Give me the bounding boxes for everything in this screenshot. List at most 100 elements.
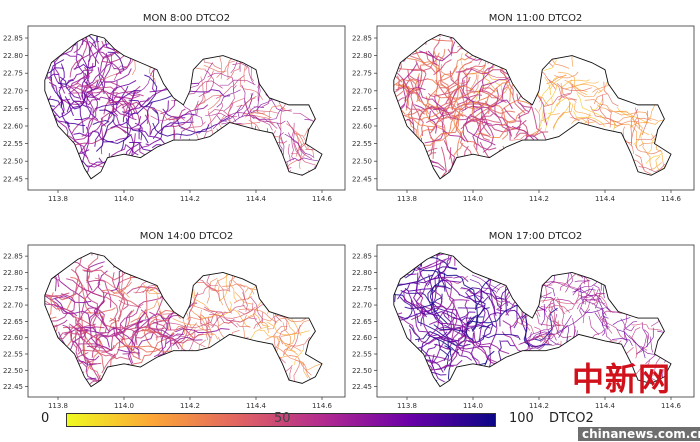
x-tick-label: 114.6	[661, 195, 682, 203]
road-segment	[638, 163, 666, 173]
road-segment	[61, 112, 70, 128]
road-segment	[123, 344, 163, 353]
y-tick-label: 22.70	[352, 302, 372, 310]
road-segment	[550, 296, 565, 334]
x-tick-label: 113.8	[397, 402, 417, 410]
road-segment	[165, 324, 187, 345]
road-segment	[147, 327, 158, 341]
road-segment	[144, 74, 158, 107]
road-segment	[216, 60, 235, 78]
map-panel-1400: MON 14:00 DTCO2 113.8 114.0 114.2 114.4 114.…	[0, 217, 350, 438]
road-segment	[115, 89, 142, 105]
road-segment	[431, 354, 445, 383]
road-segment	[429, 299, 470, 338]
road-segment	[223, 85, 237, 112]
road-segment	[293, 142, 320, 167]
road-segment	[287, 143, 291, 162]
road-segment	[406, 86, 426, 100]
road-segment	[186, 80, 223, 95]
road-segment	[237, 302, 254, 315]
road-segment	[305, 148, 323, 162]
road-segment	[424, 52, 440, 115]
road-segment	[205, 316, 210, 341]
road-segment	[207, 317, 220, 331]
road-segment	[613, 111, 658, 122]
road-segment	[159, 310, 168, 355]
road-segment	[570, 116, 611, 125]
road-segment	[141, 328, 163, 334]
road-segment	[435, 359, 463, 371]
colorbar-mid-label: 50	[274, 411, 291, 426]
road-segment	[85, 374, 101, 387]
road-segment	[499, 286, 510, 327]
road-segment	[232, 279, 255, 295]
y-tick-label: 22.75	[3, 285, 23, 293]
x-tick-label: 114.4	[246, 402, 267, 410]
road-segment	[233, 296, 252, 304]
road-segment	[241, 84, 255, 120]
road-segment	[515, 320, 531, 331]
road-segment	[114, 317, 125, 340]
road-segment	[189, 309, 213, 345]
road-segment	[393, 97, 407, 137]
x-tick-label: 114.4	[595, 195, 616, 203]
road-segment	[216, 279, 233, 314]
road-segment	[452, 85, 475, 93]
road-segment	[226, 317, 258, 323]
watermark-logo: 中新网	[572, 360, 672, 398]
road-segment	[285, 348, 298, 356]
road-segment	[175, 327, 230, 333]
road-segment	[74, 315, 82, 336]
y-tick-label: 22.65	[3, 318, 23, 326]
road-segment	[395, 282, 420, 285]
road-segment	[407, 108, 417, 137]
road-segment	[642, 373, 664, 387]
road-segment	[222, 283, 246, 288]
road-segment	[433, 311, 476, 320]
road-segment	[527, 325, 555, 339]
road-segment	[576, 299, 606, 310]
road-segment	[266, 321, 310, 336]
road-segment	[69, 357, 101, 387]
road-segment	[238, 308, 278, 323]
y-tick-label: 22.60	[352, 123, 372, 131]
road-segment	[109, 100, 125, 119]
road-segment	[482, 333, 521, 340]
road-segment	[85, 254, 99, 282]
road-segment	[259, 329, 296, 353]
road-segment	[646, 137, 658, 156]
road-segment	[631, 121, 638, 147]
road-segment	[573, 102, 592, 117]
road-segment	[471, 307, 490, 331]
y-tick-label: 22.85	[3, 35, 23, 43]
road-segment	[552, 281, 578, 290]
road-segment	[48, 292, 54, 317]
road-segment	[459, 88, 490, 110]
road-segment	[59, 76, 80, 99]
road-segment	[649, 336, 654, 353]
road-segment	[286, 316, 309, 322]
x-tick-label: 114.2	[529, 195, 549, 203]
road-segment	[590, 98, 604, 111]
road-segment	[86, 315, 104, 373]
map-plot: 113.8 114.0 114.2 114.4 114.6 22.85 22.80 22.75…	[3, 244, 346, 410]
road-segment	[111, 272, 129, 310]
road-segment	[243, 111, 272, 119]
road-segment	[418, 85, 462, 121]
road-segment	[138, 101, 153, 140]
x-tick-label: 114.6	[312, 402, 333, 410]
y-tick-label: 22.85	[3, 253, 23, 261]
watermark-site: chinanews.com.cn	[578, 427, 700, 441]
road-segment	[537, 305, 559, 324]
road-segment	[93, 292, 108, 327]
road-segment	[446, 322, 471, 350]
y-tick-label: 22.50	[352, 158, 372, 166]
road-segment	[253, 304, 266, 329]
road-segment	[263, 313, 280, 322]
road-segment	[501, 111, 517, 124]
road-segment	[465, 291, 494, 341]
road-segment	[276, 314, 288, 345]
road-segment	[407, 290, 429, 313]
road-segment	[143, 283, 159, 295]
road-segment	[556, 82, 563, 107]
